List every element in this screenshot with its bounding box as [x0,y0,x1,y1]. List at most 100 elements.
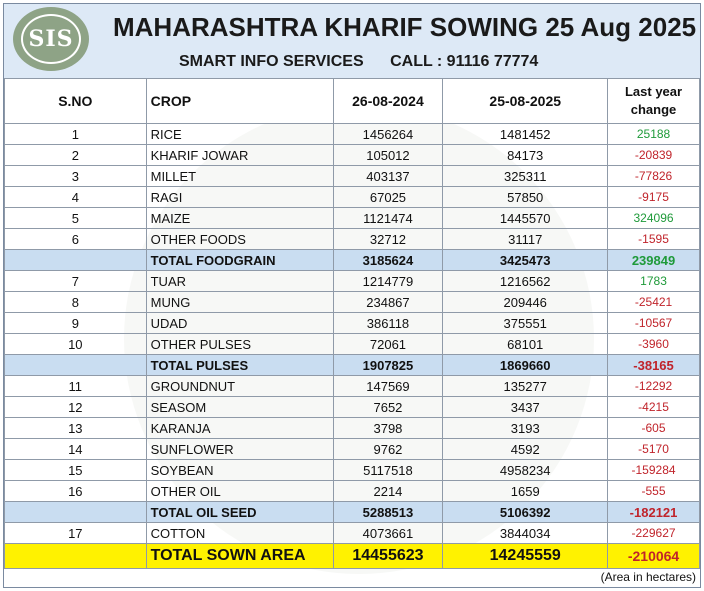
cell-sno: 6 [4,228,147,250]
cell-change: 1783 [607,270,700,292]
cell-2025: 3437 [442,396,609,418]
cell-2024: 386118 [332,312,444,334]
sowing-table: S.NO CROP 26-08-2024 25-08-2025 Last yea… [4,78,700,569]
header-change: Last year change [607,78,700,124]
cell-2024: 67025 [332,186,444,208]
cell-change: 25188 [607,123,700,145]
cell-2024: 4073661 [332,522,444,544]
cell-2025: 1869660 [442,354,609,376]
table-row: 6 OTHER FOODS 32712 31117 -1595 [4,228,700,250]
table-row: 15 SOYBEAN 5117518 4958234 -159284 [4,459,700,481]
report-frame: SIS MAHARASHTRA KHARIF SOWING 25 Aug 202… [3,3,701,588]
cell-sno: 13 [4,417,147,439]
cell-crop: MILLET [145,165,334,187]
table-row: 2 KHARIF JOWAR 105012 84173 -20839 [4,144,700,166]
header-crop: CROP [145,78,334,124]
cell-sno: 17 [4,522,147,544]
cell-sno [4,249,147,271]
cell-2025: 209446 [442,291,609,313]
cell-change: -159284 [607,459,700,481]
cell-2025: 68101 [442,333,609,355]
cell-crop: TUAR [145,270,334,292]
table-row: TOTAL SOWN AREA 14455623 14245559 -210064 [4,543,700,569]
units-note: (Area in hectares) [600,570,696,584]
cell-sno: 16 [4,480,147,502]
header-change-line2: change [630,102,677,117]
cell-sno [4,501,147,523]
cell-sno: 2 [4,144,147,166]
table-row: TOTAL OIL SEED 5288513 5106392 -182121 [4,501,700,523]
header-date-2024: 26-08-2024 [332,78,444,124]
cell-crop: GROUNDNUT [145,375,334,397]
cell-2025: 57850 [442,186,609,208]
cell-sno: 4 [4,186,147,208]
cell-2024: 72061 [332,333,444,355]
cell-change: -605 [607,417,700,439]
cell-2025: 5106392 [442,501,609,523]
cell-2024: 403137 [332,165,444,187]
cell-crop: TOTAL SOWN AREA [145,543,334,569]
cell-2024: 7652 [332,396,444,418]
report-subtitle: SMART INFO SERVICES CALL : 91116 77774 [179,53,560,71]
cell-2024: 1214779 [332,270,444,292]
cell-2025: 3844034 [442,522,609,544]
cell-2024: 32712 [332,228,444,250]
cell-crop: MUNG [145,291,334,313]
cell-sno: 7 [4,270,147,292]
cell-change: -3960 [607,333,700,355]
cell-2024: 14455623 [332,543,444,569]
cell-2025: 14245559 [442,543,609,569]
cell-2025: 3193 [442,417,609,439]
cell-crop: COTTON [145,522,334,544]
cell-2024: 3185624 [332,249,444,271]
cell-change: -555 [607,480,700,502]
cell-2025: 1216562 [442,270,609,292]
cell-crop: TOTAL OIL SEED [145,501,334,523]
cell-crop: RAGI [145,186,334,208]
table-row: 1 RICE 1456264 1481452 25188 [4,123,700,145]
cell-change: -20839 [607,144,700,166]
report-title: MAHARASHTRA KHARIF SOWING 25 Aug 2025 [113,12,697,42]
header-sno: S.NO [4,78,147,124]
cell-2025: 4592 [442,438,609,460]
cell-crop: SOYBEAN [145,459,334,481]
company-name: SMART INFO SERVICES [179,53,364,70]
table-header-row: S.NO CROP 26-08-2024 25-08-2025 Last yea… [4,78,700,124]
table-row: 13 KARANJA 3798 3193 -605 [4,417,700,439]
cell-crop: OTHER PULSES [145,333,334,355]
cell-2025: 375551 [442,312,609,334]
cell-change: -9175 [607,186,700,208]
cell-sno: 8 [4,291,147,313]
table-row: 7 TUAR 1214779 1216562 1783 [4,270,700,292]
table-row: TOTAL FOODGRAIN 3185624 3425473 239849 [4,249,700,271]
table-row: 3 MILLET 403137 325311 -77826 [4,165,700,187]
table-row: 16 OTHER OIL 2214 1659 -555 [4,480,700,502]
cell-2025: 31117 [442,228,609,250]
cell-2025: 84173 [442,144,609,166]
cell-crop: OTHER OIL [145,480,334,502]
table-row: 4 RAGI 67025 57850 -9175 [4,186,700,208]
cell-sno: 12 [4,396,147,418]
cell-2024: 1456264 [332,123,444,145]
cell-sno: 14 [4,438,147,460]
cell-crop: SUNFLOWER [145,438,334,460]
cell-change: -210064 [607,543,700,569]
cell-sno: 15 [4,459,147,481]
cell-2025: 1445570 [442,207,609,229]
table-row: 9 UDAD 386118 375551 -10567 [4,312,700,334]
cell-2025: 3425473 [442,249,609,271]
cell-crop: TOTAL FOODGRAIN [145,249,334,271]
cell-sno: 11 [4,375,147,397]
cell-crop: TOTAL PULSES [145,354,334,376]
cell-2024: 1907825 [332,354,444,376]
cell-change: -10567 [607,312,700,334]
table-row: 12 SEASOM 7652 3437 -4215 [4,396,700,418]
cell-change: -12292 [607,375,700,397]
cell-2024: 5117518 [332,459,444,481]
cell-sno: 5 [4,207,147,229]
cell-2024: 105012 [332,144,444,166]
company-logo: SIS [13,7,89,71]
cell-2025: 1659 [442,480,609,502]
cell-change: -5170 [607,438,700,460]
cell-change: 324096 [607,207,700,229]
